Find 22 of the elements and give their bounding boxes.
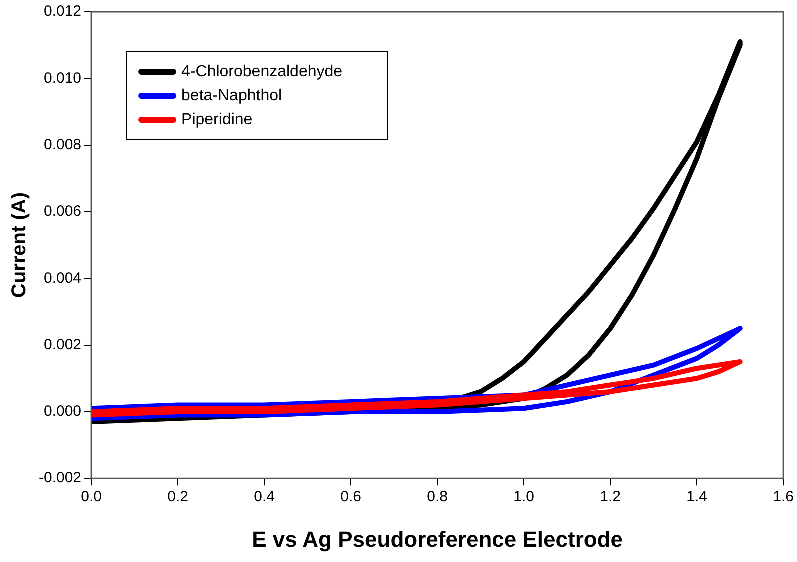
y-tick-label: 0.002 <box>44 336 82 354</box>
y-tick-label: 0.012 <box>44 3 82 20</box>
x-tick-label: 0.4 <box>254 488 275 506</box>
x-tick-label: 1.2 <box>600 488 621 506</box>
legend-label: Piperidine <box>182 111 253 128</box>
x-tick-label: 0.2 <box>168 488 188 506</box>
y-tick-label: 0.000 <box>44 403 82 420</box>
x-tick-label: 1.6 <box>773 488 794 506</box>
y-tick-label: 0.006 <box>44 203 82 220</box>
x-tick-label: 1.0 <box>514 488 534 506</box>
y-tick-label: 0.008 <box>44 136 82 154</box>
legend-label: beta-Naphthol <box>182 87 282 104</box>
y-tick-label: 0.004 <box>44 270 82 287</box>
y-tick-label: 0.010 <box>44 70 82 87</box>
y-axis-title: Current (A) <box>8 192 31 298</box>
x-tick-label: 1.4 <box>686 488 708 506</box>
x-axis-title: E vs Ag Pseudoreference Electrode <box>252 526 623 552</box>
y-tick-label: -0.002 <box>38 470 82 487</box>
x-tick-label: 0.6 <box>340 488 362 506</box>
x-tick-label: 0.8 <box>427 488 448 506</box>
legend-label: 4-Chlorobenzaldehyde <box>182 63 343 80</box>
x-tick-label: 0.0 <box>81 488 102 506</box>
